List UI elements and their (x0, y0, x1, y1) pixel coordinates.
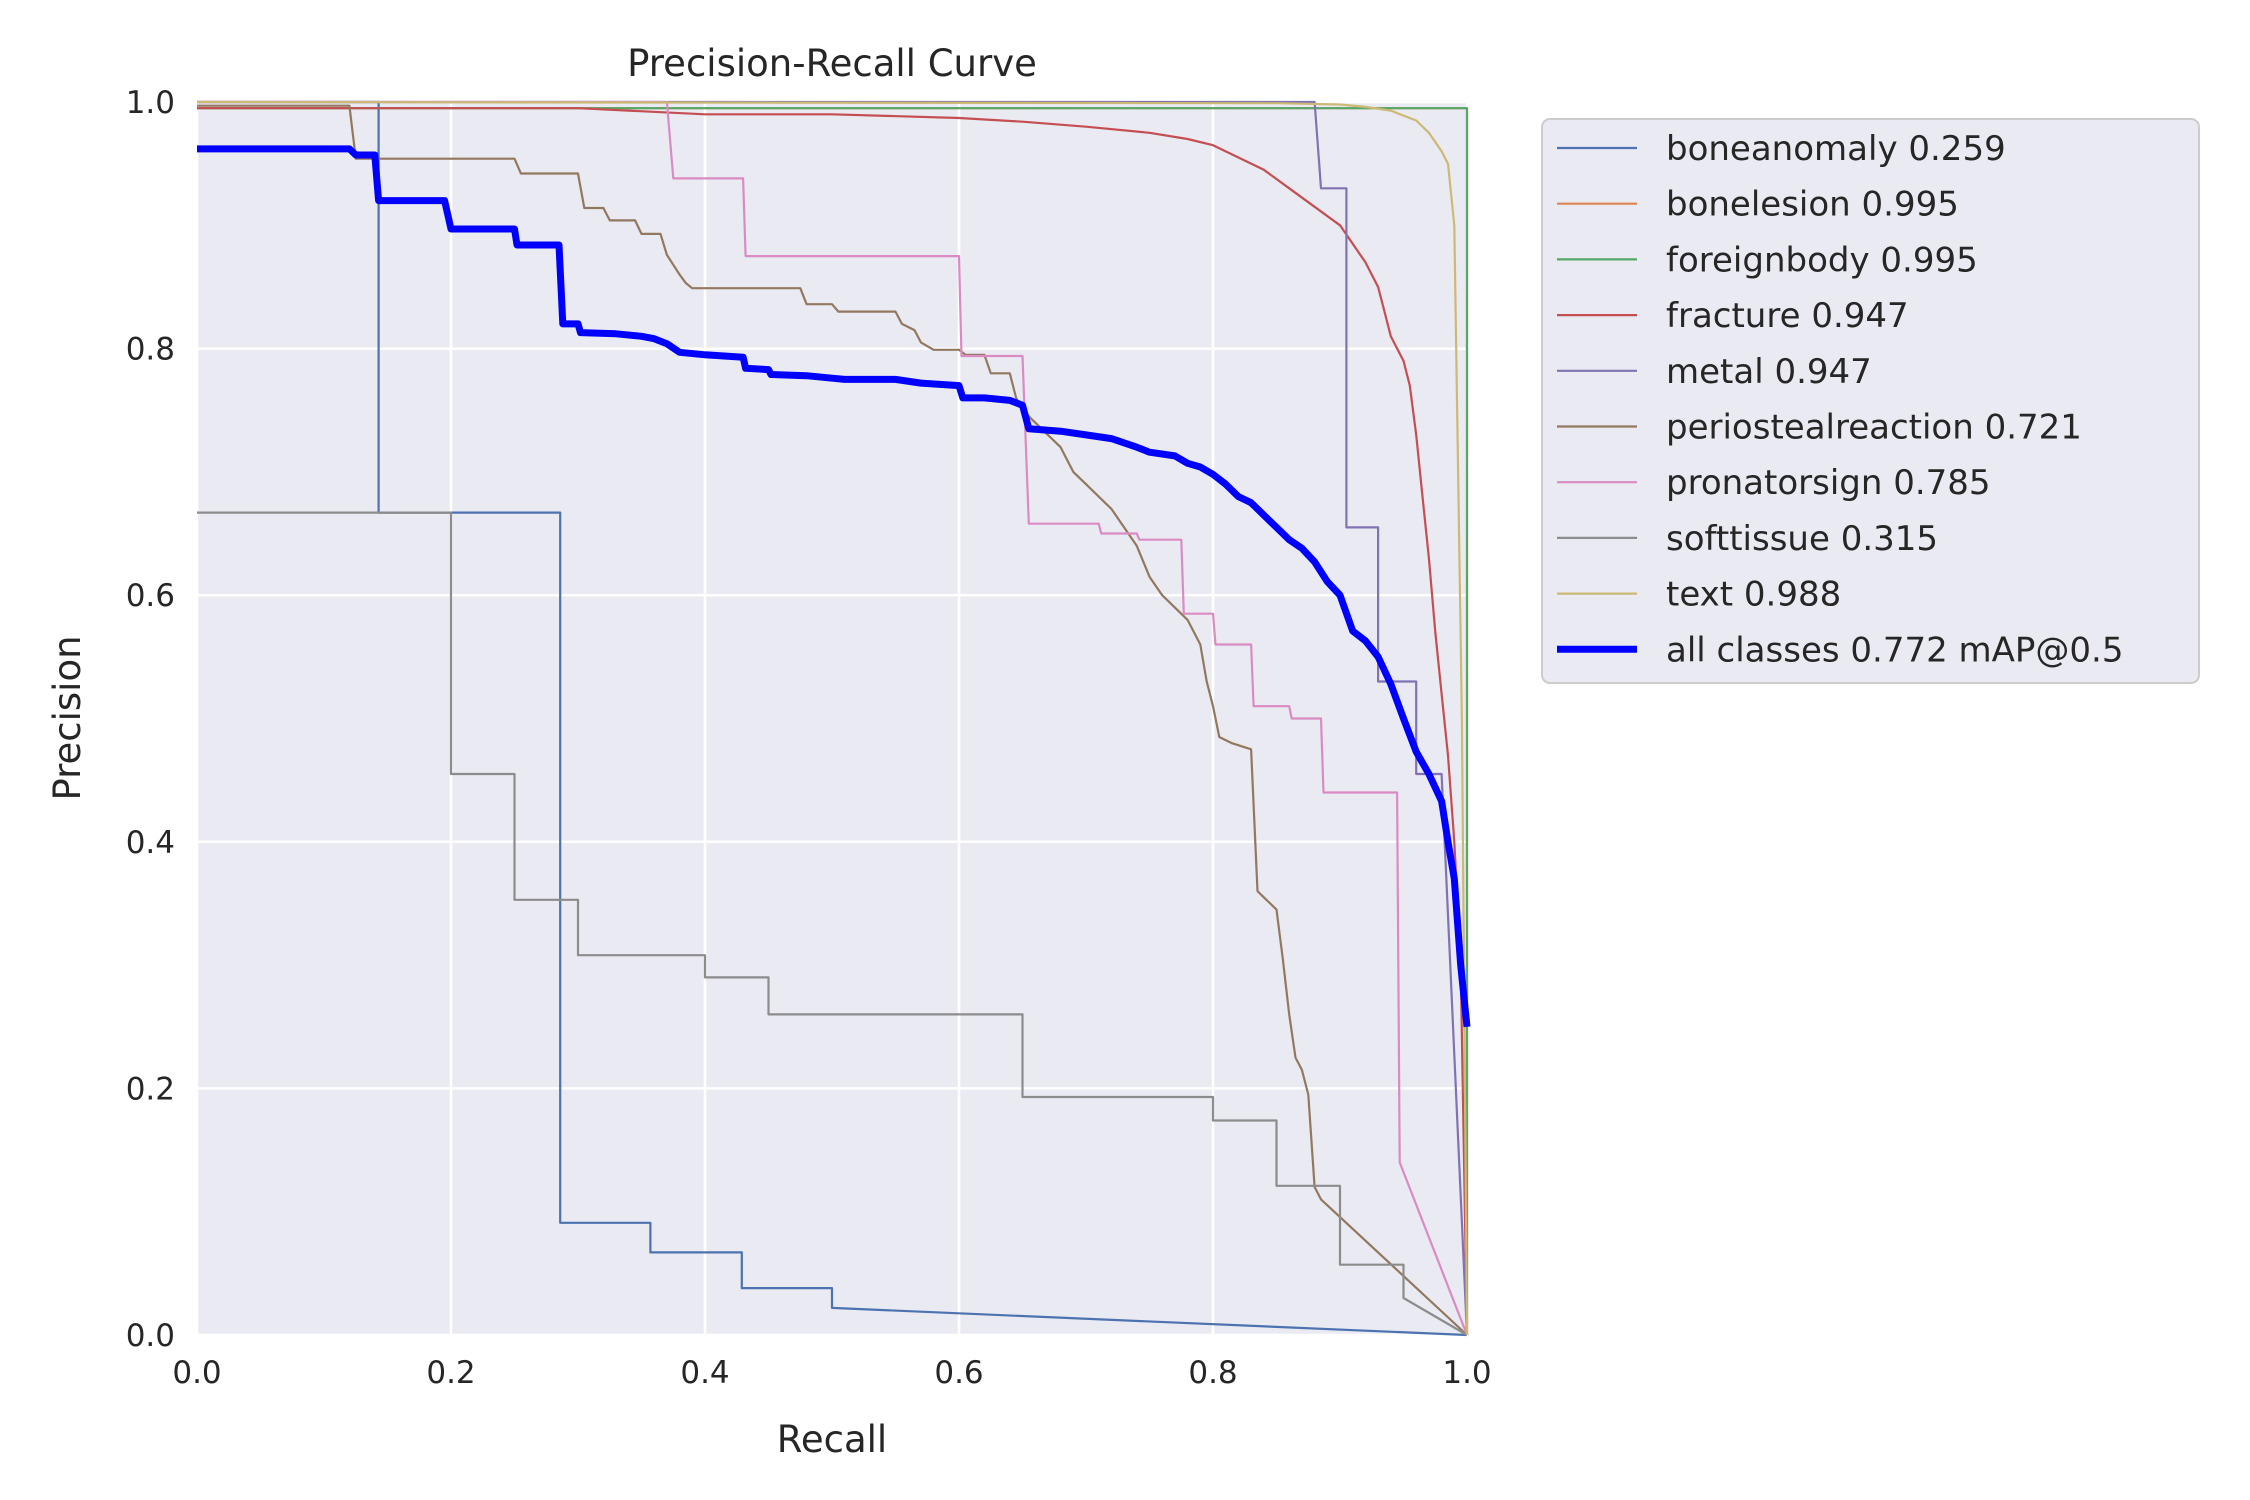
series-line-softtissue (197, 511, 1468, 1336)
chart-title: Precision-Recall Curve (627, 42, 1037, 85)
series-line-pronatorsign (197, 100, 1469, 1336)
series-line-boneanomaly (197, 100, 1468, 1337)
legend-label-periostealreaction: periostealreaction 0.721 (1666, 408, 2082, 448)
y-tick-label: 0.8 (126, 332, 175, 368)
legend-label-softtissue: softtissue 0.315 (1666, 519, 1938, 559)
legend: boneanomaly 0.259 bonelesion 0.995 foreign… (1541, 118, 2200, 684)
x-tick-label: 0.2 (426, 1355, 475, 1391)
legend-label-metal: metal 0.947 (1666, 352, 1872, 392)
legend-label-all-classes: all classes 0.772 mAP@0.5 (1666, 630, 2123, 670)
x-tick-label: 0.8 (1188, 1355, 1237, 1391)
y-tick-label: 0.0 (126, 1318, 175, 1354)
y-tick-label: 0.2 (126, 1071, 175, 1107)
series-line-fracture (197, 107, 1469, 1336)
legend-label-fracture: fracture 0.947 (1666, 296, 1909, 336)
series-line-all-classes (197, 145, 1471, 1028)
x-tick-label: 0.0 (172, 1355, 221, 1391)
y-tick-label: 1.0 (126, 85, 175, 121)
series-line-periostealreaction (197, 104, 1468, 1336)
x-tick-label: 0.4 (680, 1355, 729, 1391)
x-tick-label: 1.0 (1442, 1355, 1491, 1391)
axis-ticks: 0.0 0.2 0.4 0.6 0.8 1.0 0.0 0.2 0.4 0.6 0.8 1.0 (126, 85, 1492, 1391)
y-axis-label: Precision (46, 635, 89, 800)
x-axis-label: Recall (777, 1418, 887, 1461)
legend-label-bonelesion: bonelesion 0.995 (1666, 185, 1959, 225)
y-tick-label: 0.6 (126, 578, 175, 614)
series-line-metal (197, 100, 1469, 1336)
y-tick-label: 0.4 (126, 825, 175, 861)
legend-label-text: text 0.988 (1666, 575, 1841, 615)
legend-label-pronatorsign: pronatorsign 0.785 (1666, 463, 1991, 503)
legend-label-boneanomaly: boneanomaly 0.259 (1666, 129, 2006, 169)
legend-box (1541, 118, 2200, 684)
x-tick-label: 0.6 (934, 1355, 983, 1391)
legend-label-foreignbody: foreignbody 0.995 (1666, 240, 1978, 280)
plot-background (197, 102, 1467, 1335)
series-line-text (196, 100, 1469, 1336)
series-line-foreignbody (197, 107, 1469, 1335)
series-lines (196, 100, 1471, 1337)
